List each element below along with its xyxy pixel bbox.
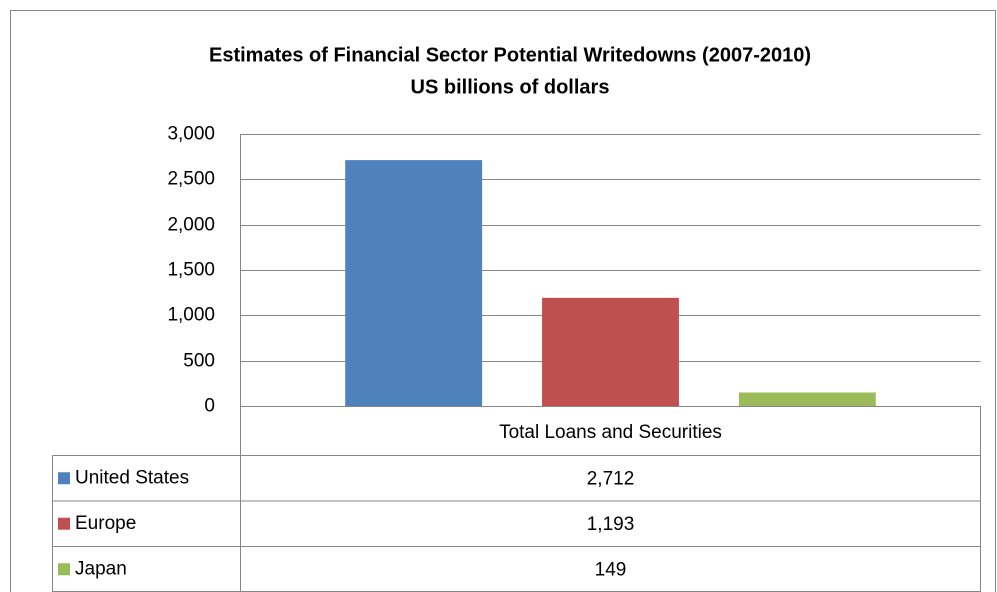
table-value: 149 (595, 559, 627, 580)
chart-subtitle: US billions of dollars (411, 76, 610, 98)
y-tick-label: 2,000 (167, 215, 215, 236)
legend-label: United States (75, 467, 189, 488)
legend-label: Japan (75, 558, 127, 579)
bar (345, 160, 483, 406)
bar (542, 297, 679, 406)
legend-label: Europe (75, 513, 136, 534)
bar (738, 392, 876, 406)
legend-key (58, 472, 70, 485)
y-tick-label: 500 (183, 351, 215, 372)
y-tick-label: 3,000 (167, 124, 215, 145)
y-tick-label: 1,000 (167, 305, 215, 326)
legend-key (58, 517, 70, 530)
y-tick-label: 2,500 (167, 169, 215, 190)
x-category-label: Total Loans and Securities (499, 422, 722, 443)
chart-title: Estimates of Financial Sector Potential … (209, 44, 811, 66)
table-value: 1,193 (587, 514, 635, 535)
y-tick-label: 0 (204, 396, 215, 417)
y-tick-label: 1,500 (167, 260, 215, 281)
chart-frame (10, 10, 996, 592)
legend-key (58, 563, 70, 576)
table-value: 2,712 (587, 468, 635, 489)
